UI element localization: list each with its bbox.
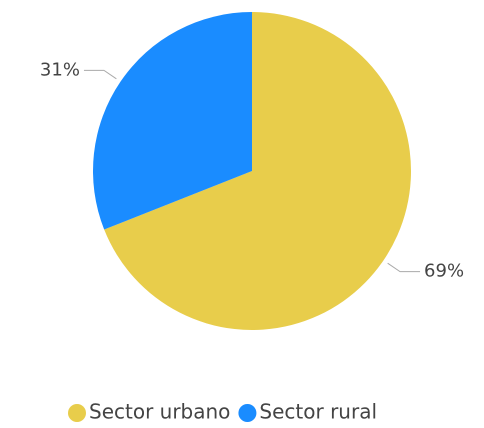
leader-line — [387, 262, 421, 273]
legend-label: Sector rural — [259, 400, 377, 424]
data-label: 31% — [40, 59, 80, 80]
leader-line — [83, 69, 117, 80]
pie-slice — [93, 12, 252, 230]
legend-label: Sector urbano — [89, 400, 230, 424]
data-label: 69% — [424, 261, 464, 282]
legend-swatch — [68, 404, 86, 422]
pie-slice — [104, 12, 412, 330]
legend-swatch — [238, 404, 257, 422]
